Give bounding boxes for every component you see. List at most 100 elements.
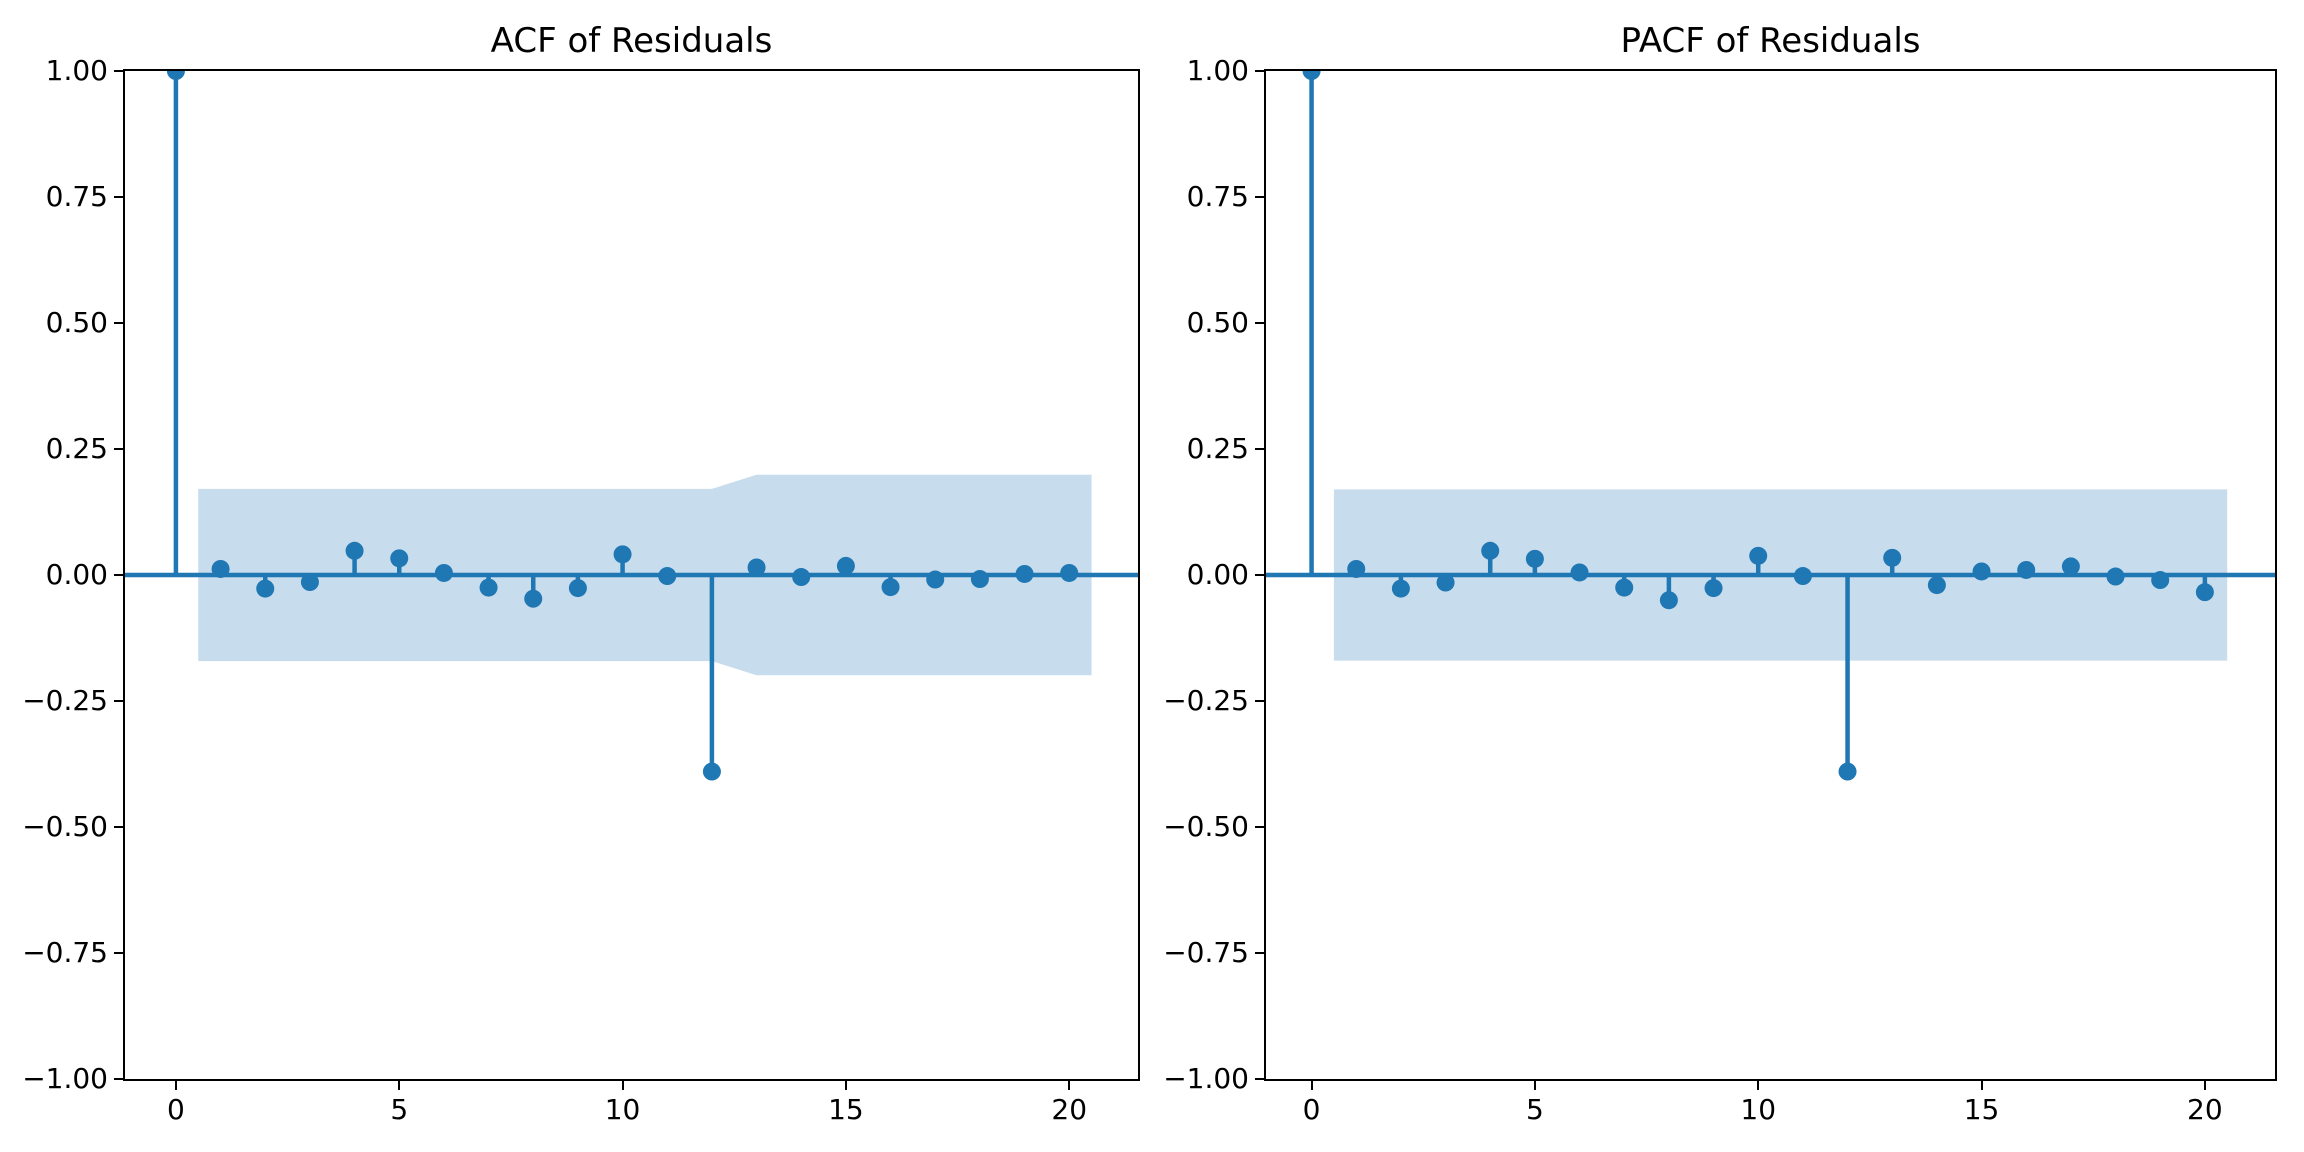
y-tick-label: 0.25 — [45, 432, 108, 465]
y-tick-label: −0.75 — [22, 936, 108, 969]
marker-lag-3 — [1436, 573, 1455, 592]
marker-lag-17 — [926, 570, 945, 589]
y-tick-label: 0.75 — [45, 180, 108, 213]
y-tick-label: 0.00 — [1186, 558, 1249, 591]
marker-lag-18 — [2106, 567, 2125, 586]
y-tick-label: −0.50 — [1163, 810, 1249, 843]
y-tick-mark — [114, 70, 123, 72]
marker-lag-10 — [613, 545, 632, 564]
acf-plot-area — [123, 69, 1140, 1081]
y-tick-label: 0.00 — [45, 558, 108, 591]
x-tick-label: 20 — [2187, 1093, 2223, 1126]
marker-lag-16 — [2017, 560, 2036, 579]
marker-lag-6 — [434, 563, 453, 582]
marker-lag-2 — [1391, 579, 1410, 598]
x-tick-label: 0 — [1302, 1093, 1321, 1126]
marker-lag-14 — [792, 568, 811, 587]
x-tick-mark — [1310, 1081, 1313, 1090]
marker-lag-0 — [166, 71, 185, 80]
marker-lag-8 — [1659, 591, 1678, 610]
y-tick-mark — [114, 700, 123, 702]
marker-lag-19 — [1015, 564, 1034, 583]
marker-lag-1 — [211, 559, 230, 578]
marker-lag-4 — [1481, 541, 1500, 560]
y-tick-label: 0.25 — [1186, 432, 1249, 465]
y-tick-label: −0.50 — [22, 810, 108, 843]
y-tick-mark — [114, 574, 123, 576]
y-tick-mark — [114, 196, 123, 198]
y-tick-label: −1.00 — [22, 1062, 108, 1095]
marker-lag-18 — [970, 570, 989, 589]
y-tick-mark — [1255, 322, 1264, 324]
marker-lag-9 — [568, 579, 587, 598]
y-tick-label: 1.00 — [1186, 54, 1249, 87]
marker-lag-19 — [2151, 571, 2170, 590]
x-tick-mark — [621, 1081, 624, 1090]
marker-lag-9 — [1704, 579, 1723, 598]
x-tick-label: 20 — [1051, 1093, 1088, 1126]
y-tick-mark — [114, 448, 123, 450]
y-tick-label: −1.00 — [1163, 1062, 1249, 1095]
y-tick-label: −0.25 — [1163, 684, 1249, 717]
y-tick-label: −0.75 — [1163, 936, 1249, 969]
marker-lag-14 — [1927, 576, 1946, 595]
marker-lag-6 — [1570, 563, 1589, 582]
marker-lag-11 — [658, 567, 677, 586]
marker-lag-7 — [1615, 578, 1634, 597]
acf-chart-svg — [125, 71, 1138, 781]
marker-lag-13 — [1883, 548, 1902, 567]
marker-lag-7 — [479, 578, 498, 597]
x-tick-label: 15 — [1963, 1093, 2000, 1126]
pacf-chart-svg — [1266, 71, 2275, 781]
y-tick-mark — [1255, 826, 1264, 828]
acf-plot-title: ACF of Residuals — [490, 21, 773, 61]
y-tick-mark — [1255, 574, 1264, 576]
x-tick-mark — [1980, 1081, 1983, 1090]
marker-lag-5 — [390, 549, 409, 568]
y-tick-mark — [1255, 448, 1264, 450]
y-tick-label: 1.00 — [45, 54, 108, 87]
y-tick-mark — [114, 826, 123, 828]
x-tick-label: 15 — [828, 1093, 864, 1126]
x-tick-mark — [174, 1081, 177, 1090]
x-tick-label: 5 — [390, 1093, 409, 1126]
y-tick-mark — [114, 1078, 123, 1080]
y-tick-mark — [1255, 70, 1264, 72]
marker-lag-12 — [702, 762, 721, 781]
pacf-plot-area — [1264, 69, 2277, 1081]
pacf-plot-title: PACF of Residuals — [1620, 21, 1921, 61]
x-tick-label: 10 — [1740, 1093, 1777, 1126]
x-tick-mark — [844, 1081, 847, 1090]
y-tick-mark — [1255, 1078, 1264, 1080]
x-tick-mark — [398, 1081, 401, 1090]
y-tick-mark — [1255, 700, 1264, 702]
marker-lag-20 — [2195, 583, 2214, 602]
x-tick-label: 10 — [604, 1093, 641, 1126]
marker-lag-2 — [256, 579, 275, 598]
marker-lag-15 — [1972, 562, 1991, 581]
marker-lag-16 — [881, 578, 900, 597]
marker-lag-5 — [1525, 549, 1544, 568]
y-tick-mark — [1255, 952, 1264, 954]
marker-lag-1 — [1347, 559, 1366, 578]
x-tick-mark — [2203, 1081, 2206, 1090]
y-tick-label: 0.75 — [1186, 180, 1249, 213]
y-tick-label: −0.25 — [22, 684, 108, 717]
marker-lag-4 — [345, 541, 364, 560]
marker-lag-20 — [1060, 563, 1079, 582]
x-tick-label: 0 — [166, 1093, 185, 1126]
marker-lag-11 — [1793, 567, 1812, 586]
x-tick-mark — [1068, 1081, 1071, 1090]
y-tick-mark — [114, 952, 123, 954]
y-tick-label: 0.50 — [1186, 306, 1249, 339]
y-tick-label: 0.50 — [45, 306, 108, 339]
x-tick-mark — [1757, 1081, 1760, 1090]
marker-lag-8 — [524, 589, 543, 608]
marker-lag-17 — [2061, 557, 2080, 576]
marker-lag-12 — [1838, 762, 1857, 781]
y-tick-mark — [114, 322, 123, 324]
x-tick-label: 5 — [1525, 1093, 1544, 1126]
x-tick-mark — [1533, 1081, 1536, 1090]
marker-lag-10 — [1749, 546, 1768, 565]
